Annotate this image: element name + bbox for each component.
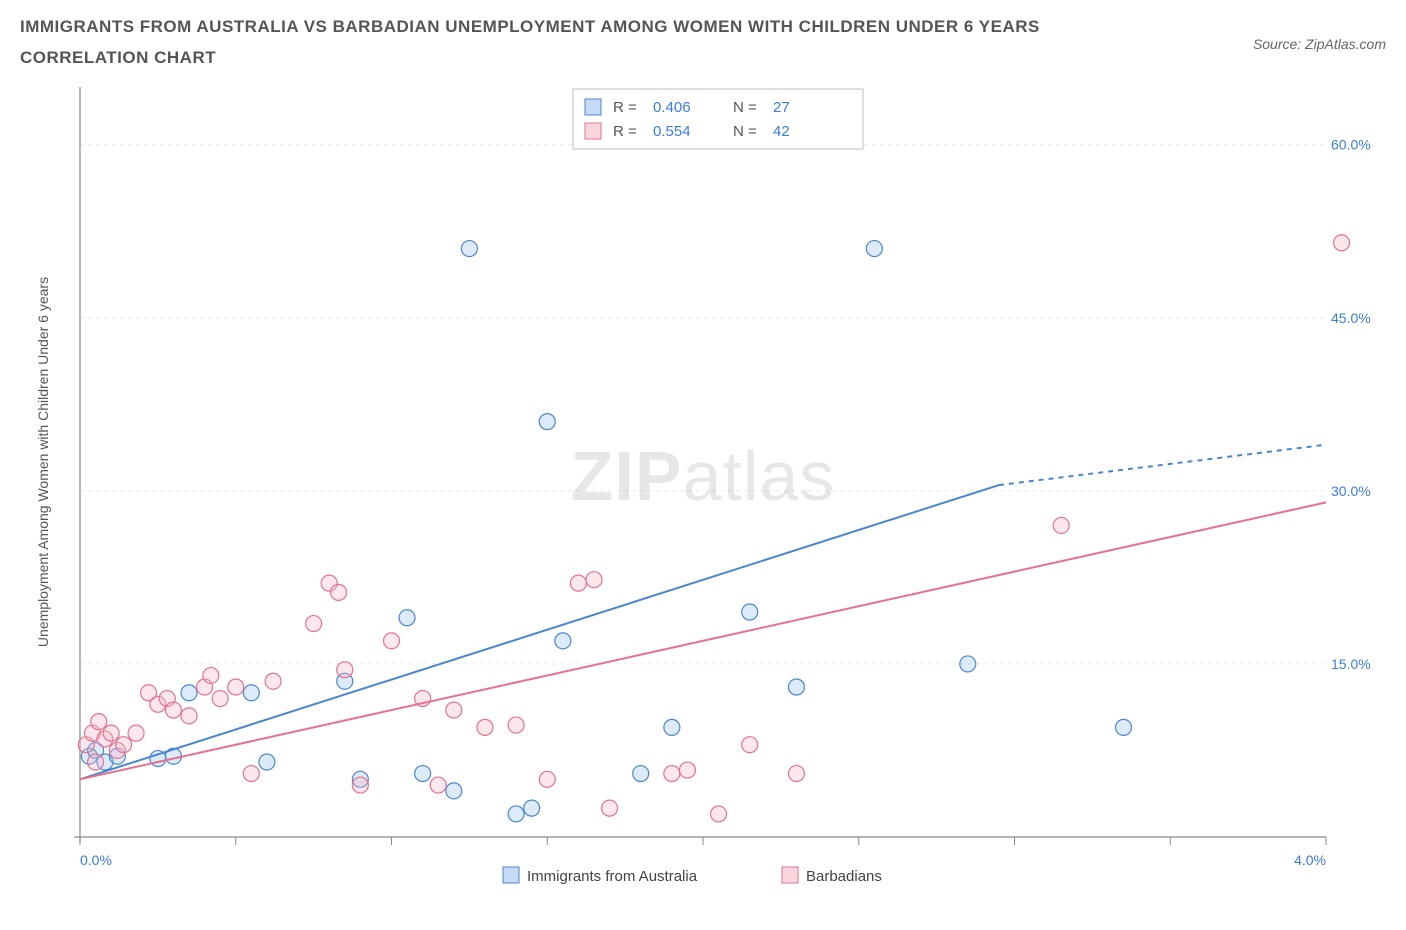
svg-text:N =: N = <box>733 99 757 116</box>
chart-title: IMMIGRANTS FROM AUSTRALIA VS BARBADIAN U… <box>20 12 1130 73</box>
svg-text:R =: R = <box>613 123 637 140</box>
svg-text:Immigrants from Australia: Immigrants from Australia <box>527 868 698 885</box>
svg-text:0.0%: 0.0% <box>80 852 112 868</box>
svg-text:Barbadians: Barbadians <box>806 868 882 885</box>
svg-text:N =: N = <box>733 123 757 140</box>
header-row: IMMIGRANTS FROM AUSTRALIA VS BARBADIAN U… <box>20 12 1386 73</box>
svg-text:0.406: 0.406 <box>653 99 691 116</box>
svg-text:15.0%: 15.0% <box>1331 656 1371 672</box>
svg-text:60.0%: 60.0% <box>1331 137 1371 153</box>
svg-text:Unemployment Among Women with: Unemployment Among Women with Children U… <box>35 277 51 647</box>
svg-text:4.0%: 4.0% <box>1294 852 1326 868</box>
scatter-chart: 0.0% 4.0% 15.0% 30.0% 45.0% 60.0% Unemployment… <box>20 77 1386 907</box>
svg-text:45.0%: 45.0% <box>1331 310 1371 326</box>
svg-text:30.0%: 30.0% <box>1331 483 1371 499</box>
svg-text:42: 42 <box>773 123 790 140</box>
chart-container: 0.0% 4.0% 15.0% 30.0% 45.0% 60.0% Unemployment… <box>20 77 1386 907</box>
source-label: Source: ZipAtlas.com <box>1253 36 1386 52</box>
svg-text:R =: R = <box>613 99 637 116</box>
svg-text:27: 27 <box>773 99 790 116</box>
svg-text:0.554: 0.554 <box>653 123 691 140</box>
